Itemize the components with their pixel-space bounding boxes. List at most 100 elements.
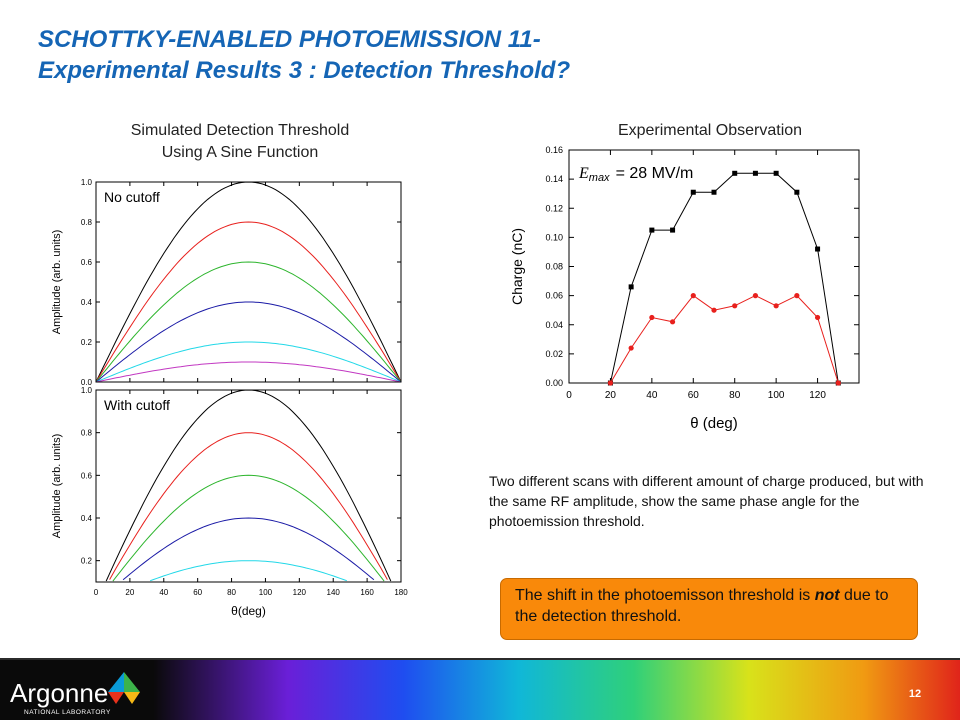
argonne-logo-icon: [108, 672, 140, 704]
series-line-2: [109, 432, 388, 580]
left-heading-line-1: Simulated Detection Threshold: [130, 122, 350, 139]
x-tick-label: 160: [360, 588, 374, 597]
x-axis-title: θ (deg): [690, 415, 738, 432]
y-tick-label: 0.4: [81, 514, 93, 523]
y-tick-label: 0.02: [545, 349, 563, 359]
data-point-square: [794, 189, 800, 195]
data-point-circle: [794, 293, 800, 299]
y-tick-label: 0.08: [545, 262, 563, 272]
y-tick-label: 1.0: [81, 178, 93, 187]
y-tick-label: 0.16: [545, 145, 563, 155]
emax-annotation: Emax = 28 MV/m: [578, 165, 693, 184]
data-point-square: [752, 170, 758, 176]
emax-value: = 28 MV/m: [616, 165, 694, 182]
plot-frame: [95, 389, 402, 583]
panel-label: No cutoff: [104, 189, 160, 205]
y-tick-label: 0.00: [545, 378, 563, 388]
data-point-square: [711, 189, 717, 195]
callout-emphasis: not: [814, 587, 840, 604]
y-tick-label: 0.2: [81, 557, 93, 566]
y-tick-label: 0.06: [545, 291, 563, 301]
x-tick-label: 40: [159, 588, 168, 597]
series-line-4: [122, 517, 375, 581]
y-tick-label: 0.4: [81, 298, 93, 307]
data-point-circle: [835, 380, 841, 386]
footer-gradient: [0, 658, 960, 720]
y-tick-label: 0.14: [545, 174, 563, 184]
title-line-1: SCHOTTKY-ENABLED PHOTOEMISSION 11-: [38, 26, 541, 53]
slide-title: SCHOTTKY-ENABLED PHOTOEMISSION 11- Exper…: [38, 24, 570, 86]
y-tick-label: 0.0: [81, 378, 93, 387]
x-tick-label: 0: [94, 588, 99, 597]
y-axis-title: Charge (nC): [509, 228, 525, 305]
y-tick-label: 0.10: [545, 232, 563, 242]
x-tick-label: 20: [605, 390, 617, 401]
x-tick-label: 140: [327, 588, 341, 597]
footer-bar: Argonne NATIONAL LABORATORY 12: [0, 658, 960, 720]
logo-wordmark: Argonne: [10, 678, 108, 708]
data-point-circle: [711, 307, 717, 313]
left-heading: Simulated Detection Threshold Using A Si…: [60, 120, 420, 164]
chart-with-cutoff: 0.2 0.4 0.6 0.8 1.0 0 20 40 60 80 100 120 140 160 180 θ…: [51, 386, 408, 618]
caption-text: Two different scans with different amoun…: [489, 473, 924, 529]
series-line-1: [105, 389, 392, 582]
right-heading: Experimental Observation: [617, 122, 803, 139]
x-tick-label: 60: [688, 390, 700, 401]
series-line-6: [95, 361, 402, 383]
y-tick-label: 0.6: [81, 258, 93, 267]
emax-subscript: max: [589, 172, 610, 184]
data-point-circle: [628, 345, 634, 351]
x-tick-label: 100: [259, 588, 273, 597]
y-tick-label: 0.04: [545, 320, 563, 330]
callout-text-2: due to the detection threshold.: [515, 587, 889, 625]
panel-label: With cutoff: [104, 397, 170, 413]
series-line-1: [95, 181, 402, 383]
y-tick-label: 0.6: [81, 471, 93, 480]
plot-frame: [95, 181, 402, 383]
plot-frame: [568, 149, 860, 384]
x-tick-label: 100: [768, 390, 785, 401]
data-point-square: [649, 227, 655, 233]
x-tick-label: 80: [227, 588, 236, 597]
y-tick-label: 0.8: [81, 429, 93, 438]
x-tick-label: 180: [394, 588, 408, 597]
left-heading-line-2: Using A Sine Function: [161, 144, 319, 161]
data-point-circle: [732, 303, 738, 309]
data-point-circle: [773, 303, 779, 309]
y-tick-label: 1.0: [81, 386, 93, 395]
chart-experimental: 0.00 0.02 0.04 0.06 0.08 0.10 0.12 0.14 0.16 0 20 4…: [509, 145, 860, 432]
x-axis-title: θ(deg): [231, 604, 266, 618]
data-point-circle: [607, 380, 614, 386]
x-tick-label: 80: [729, 390, 741, 401]
series-line-2: [95, 221, 402, 383]
data-point-square: [628, 284, 634, 290]
series-line-5: [95, 341, 402, 383]
callout-text-1: The shift in the photoemisson threshold …: [515, 587, 815, 604]
series-line-2: [609, 294, 839, 384]
logo-subtitle: NATIONAL LABORATORY: [24, 709, 111, 716]
data-point-circle: [649, 314, 655, 321]
data-point-circle: [752, 293, 759, 299]
series-line-1: [609, 172, 839, 384]
data-point-square: [815, 246, 821, 252]
title-line-2: Experimental Results 3 : Detection Thres…: [38, 57, 571, 84]
callout-box: The shift in the photoemisson threshold …: [500, 578, 918, 640]
x-tick-label: 20: [125, 588, 134, 597]
series-line-4: [95, 301, 402, 383]
y-axis-title: Amplitude (arb. units): [51, 434, 63, 539]
emax-symbol: E: [578, 165, 589, 182]
chart-no-cutoff: 0.0 0.2 0.4 0.6 0.8 1.0 No cutoff Amplitude (ar…: [51, 178, 402, 387]
x-tick-label: 120: [293, 588, 307, 597]
data-point-square: [773, 170, 779, 176]
x-tick-label: 40: [646, 390, 658, 401]
footer-divider: [0, 658, 960, 660]
x-tick-label: 0: [566, 390, 572, 401]
y-tick-label: 0.2: [81, 338, 93, 347]
series-line-3: [112, 474, 385, 582]
data-point-circle: [669, 319, 676, 325]
data-point-square: [732, 170, 738, 176]
y-tick-label: 0.12: [545, 203, 563, 213]
data-point-square: [690, 189, 696, 195]
data-point-circle: [690, 293, 696, 299]
series-line-3: [95, 261, 402, 383]
